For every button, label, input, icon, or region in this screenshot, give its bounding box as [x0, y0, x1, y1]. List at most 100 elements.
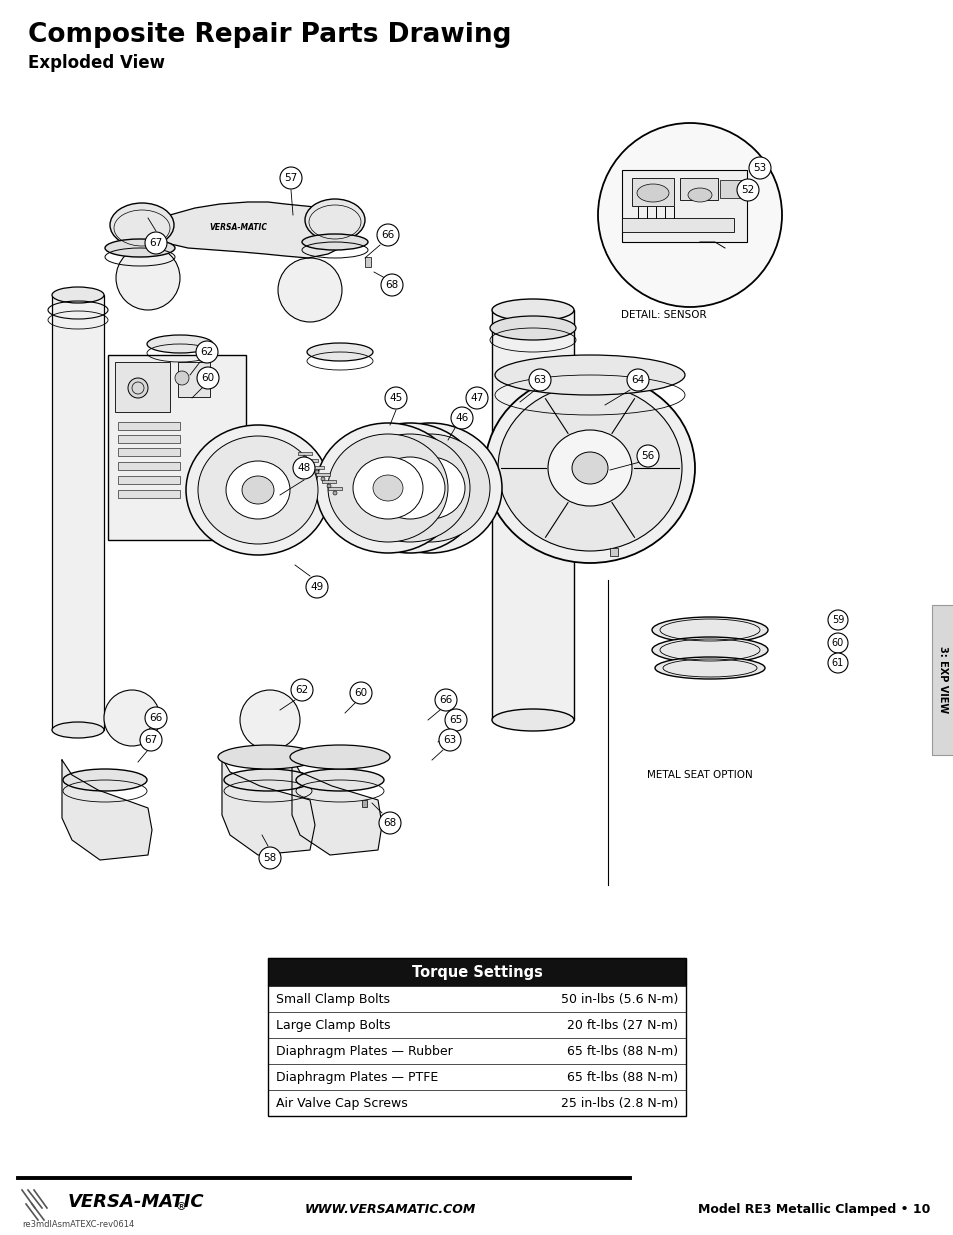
Circle shape [380, 274, 402, 296]
Ellipse shape [52, 722, 104, 739]
Bar [931, 605, 953, 755]
Ellipse shape [484, 373, 695, 563]
Ellipse shape [320, 477, 325, 480]
Circle shape [128, 378, 148, 398]
Circle shape [626, 369, 648, 391]
Bar [315, 473, 330, 475]
Bar [268, 1065, 685, 1091]
Text: 56: 56 [640, 451, 654, 461]
Text: Diaphragm Plates — Rubber: Diaphragm Plates — Rubber [275, 1045, 453, 1057]
Text: VERSA-MATIC: VERSA-MATIC [209, 222, 267, 231]
Text: 67: 67 [144, 735, 157, 745]
Ellipse shape [350, 433, 470, 542]
Text: 53: 53 [753, 163, 766, 173]
Ellipse shape [353, 457, 422, 519]
Text: 45: 45 [389, 393, 402, 403]
Bar [178, 362, 210, 396]
Circle shape [748, 157, 770, 179]
Ellipse shape [495, 354, 684, 395]
Text: 68: 68 [383, 818, 396, 827]
Text: 65 ft-lbs (88 N-m): 65 ft-lbs (88 N-m) [566, 1045, 678, 1057]
Circle shape [598, 124, 781, 308]
Bar [268, 986, 685, 1011]
Bar [322, 480, 335, 483]
Bar [268, 1091, 685, 1116]
Circle shape [827, 610, 847, 630]
Circle shape [104, 690, 160, 746]
Circle shape [637, 445, 659, 467]
Text: 62: 62 [295, 685, 309, 695]
Circle shape [827, 634, 847, 653]
Text: 20 ft-lbs (27 N-m): 20 ft-lbs (27 N-m) [566, 1019, 678, 1031]
Text: WWW.VERSAMATIC.COM: WWW.VERSAMATIC.COM [304, 1203, 476, 1216]
Circle shape [195, 341, 218, 363]
Ellipse shape [337, 424, 481, 553]
Ellipse shape [651, 637, 767, 663]
Bar [720, 180, 741, 198]
Polygon shape [222, 758, 314, 855]
Text: 67: 67 [150, 238, 162, 248]
Text: VERSA-MATIC: VERSA-MATIC [68, 1193, 204, 1212]
Ellipse shape [328, 433, 448, 542]
Text: 25 in-lbs (2.8 N-m): 25 in-lbs (2.8 N-m) [560, 1097, 678, 1109]
Ellipse shape [651, 618, 767, 643]
Ellipse shape [373, 475, 402, 501]
Circle shape [291, 679, 313, 701]
Text: 66: 66 [381, 230, 395, 240]
Circle shape [145, 232, 167, 254]
Circle shape [465, 387, 488, 409]
Ellipse shape [497, 385, 681, 551]
Polygon shape [62, 760, 152, 860]
Text: METAL SEAT OPTION: METAL SEAT OPTION [646, 769, 752, 781]
Circle shape [258, 847, 281, 869]
Bar [108, 354, 246, 540]
Text: 48: 48 [297, 463, 311, 473]
Ellipse shape [105, 240, 174, 257]
Text: 60: 60 [201, 373, 214, 383]
Circle shape [196, 367, 219, 389]
Text: 46: 46 [455, 412, 468, 424]
Circle shape [378, 811, 400, 834]
Ellipse shape [147, 335, 213, 353]
Bar [118, 435, 180, 443]
Ellipse shape [655, 657, 764, 679]
Bar [118, 462, 180, 471]
Circle shape [444, 709, 467, 731]
Text: 64: 64 [631, 375, 644, 385]
Circle shape [280, 167, 302, 189]
Circle shape [451, 408, 473, 429]
Text: 52: 52 [740, 185, 754, 195]
Text: 60: 60 [831, 638, 843, 648]
Bar [621, 170, 746, 242]
Bar [631, 178, 673, 206]
Ellipse shape [307, 343, 373, 361]
Ellipse shape [370, 433, 490, 542]
Ellipse shape [290, 745, 390, 769]
Ellipse shape [218, 745, 317, 769]
Circle shape [737, 179, 759, 201]
Bar [609, 548, 618, 556]
Ellipse shape [242, 475, 274, 504]
Text: 58: 58 [263, 853, 276, 863]
Text: 62: 62 [200, 347, 213, 357]
Ellipse shape [395, 457, 464, 519]
Polygon shape [125, 203, 352, 258]
Text: Composite Repair Parts Drawing: Composite Repair Parts Drawing [28, 22, 511, 48]
Text: Torque Settings: Torque Settings [411, 965, 542, 979]
Ellipse shape [333, 492, 336, 495]
Circle shape [174, 370, 189, 385]
Text: 3: EXP VIEW: 3: EXP VIEW [937, 646, 947, 714]
Text: 61: 61 [831, 658, 843, 668]
Bar [115, 362, 170, 412]
Text: 66: 66 [150, 713, 162, 722]
Text: 65 ft-lbs (88 N-m): 65 ft-lbs (88 N-m) [566, 1071, 678, 1083]
Ellipse shape [375, 457, 444, 519]
Ellipse shape [303, 456, 307, 459]
Text: Model RE3 Metallic Clamped • 10: Model RE3 Metallic Clamped • 10 [697, 1203, 929, 1216]
Bar [361, 800, 367, 806]
Text: re3mdlAsmATEXC-rev0614: re3mdlAsmATEXC-rev0614 [22, 1220, 134, 1229]
Bar [304, 459, 317, 462]
Text: 59: 59 [831, 615, 843, 625]
Circle shape [438, 729, 460, 751]
Text: Air Valve Cap Screws: Air Valve Cap Screws [275, 1097, 407, 1109]
